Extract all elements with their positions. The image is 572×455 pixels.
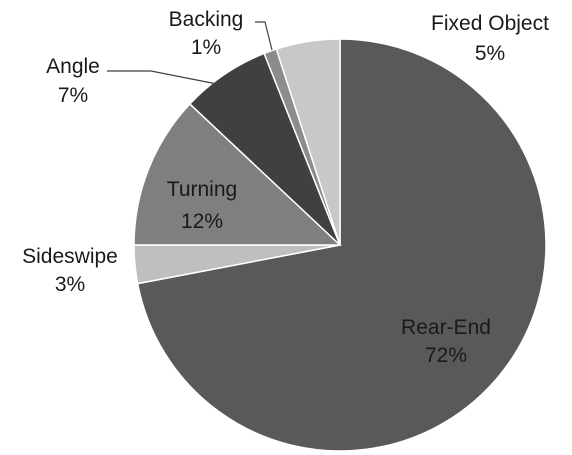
slice-label-backing: Backing 1%	[169, 8, 244, 59]
slice-percent-angle: 7%	[58, 84, 88, 107]
pie-slice-rear-end	[136, 38, 547, 452]
slice-category-sideswipe: Sideswipe	[22, 245, 118, 268]
slice-label-angle: Angle 7%	[46, 55, 100, 107]
slice-category-turning: Turning	[167, 178, 237, 201]
leader-line-angle	[107, 70, 233, 88]
slice-category-angle: Angle	[46, 55, 100, 78]
slice-category-rear-end: Rear-End	[401, 316, 491, 339]
pie-slice-turning	[133, 102, 342, 246]
pie-slice-fixed-object	[275, 38, 341, 246]
slice-percent-backing: 1%	[191, 36, 221, 59]
slice-percent-fixed-object: 5%	[475, 42, 505, 65]
slice-labels: Rear-End 72% Sideswipe 3% Turning 12% Angle 7% B…	[22, 8, 549, 367]
leader-lines	[107, 21, 273, 88]
slice-category-fixed-object: Fixed Object	[431, 12, 549, 35]
slice-percent-rear-end: 72%	[425, 344, 467, 367]
slice-category-backing: Backing	[169, 8, 244, 31]
pie-slices	[133, 38, 547, 452]
slice-label-fixed-object: Fixed Object 5%	[431, 12, 549, 65]
slice-percent-turning: 12%	[181, 210, 223, 233]
slice-label-turning: Turning 12%	[167, 178, 237, 233]
slice-label-rear-end: Rear-End 72%	[401, 316, 491, 367]
slice-percent-sideswipe: 3%	[55, 273, 85, 296]
slice-label-sideswipe: Sideswipe 3%	[22, 245, 118, 296]
leader-line-backing	[255, 21, 273, 51]
